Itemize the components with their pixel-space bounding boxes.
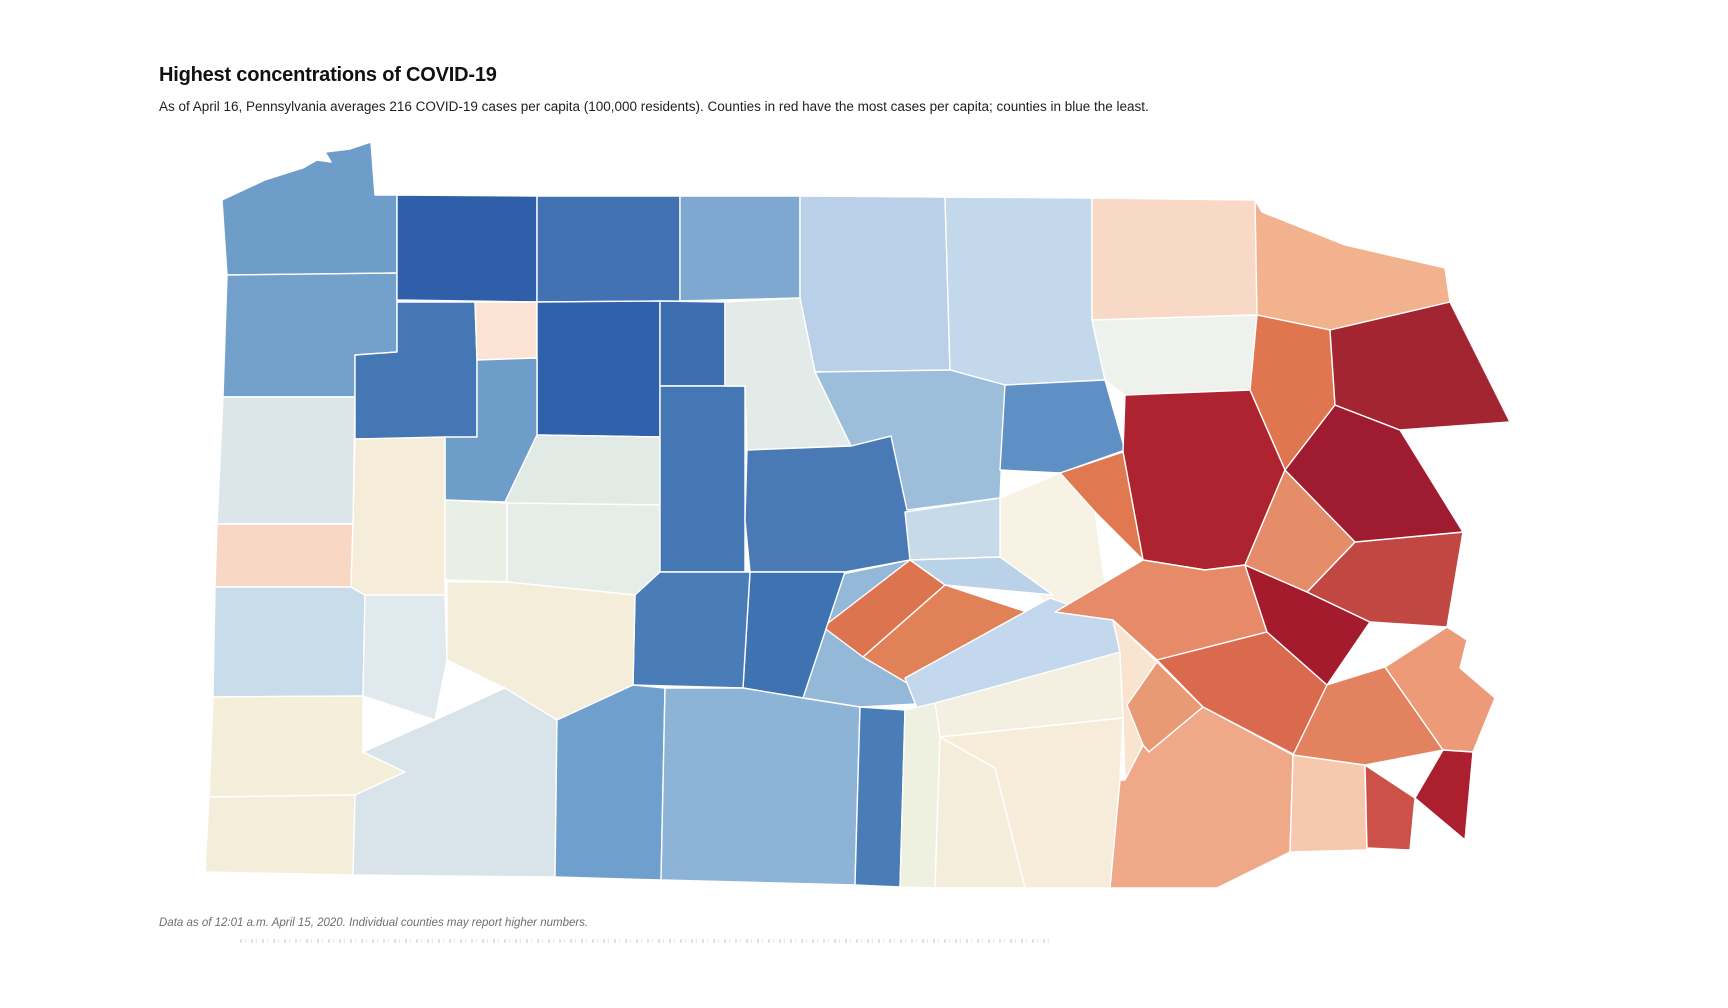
county-mercer[interactable] xyxy=(216,396,356,525)
county-forest[interactable] xyxy=(474,301,538,361)
pennsylvania-choropleth-map xyxy=(205,140,1515,890)
county-polygons xyxy=(205,141,1511,889)
county-greene[interactable] xyxy=(205,794,356,876)
county-armstrong[interactable] xyxy=(444,499,508,583)
county-lawrence[interactable] xyxy=(214,523,354,588)
county-mckean[interactable] xyxy=(536,195,681,303)
county-montgomery[interactable] xyxy=(1292,666,1444,766)
county-bedford[interactable] xyxy=(660,687,861,886)
county-fayette[interactable] xyxy=(352,687,558,878)
pa-county-map-svg xyxy=(205,141,1511,889)
county-susquehanna[interactable] xyxy=(1091,197,1263,321)
county-beaver[interactable] xyxy=(212,586,366,698)
county-erie[interactable] xyxy=(221,141,398,276)
county-wyoming[interactable] xyxy=(1091,314,1258,396)
county-delaware[interactable] xyxy=(1364,764,1416,851)
county-potter[interactable] xyxy=(679,195,801,302)
county-centre[interactable] xyxy=(744,435,918,573)
data-footnote: Data as of 12:01 a.m. April 15, 2020. In… xyxy=(159,917,589,929)
county-monroe[interactable] xyxy=(1284,404,1464,543)
page-title: Highest concentrations of COVID-19 xyxy=(159,64,497,86)
county-allegheny[interactable] xyxy=(362,594,448,721)
county-philadelphia[interactable] xyxy=(1414,749,1474,841)
county-indiana[interactable] xyxy=(506,502,661,596)
county-fulton[interactable] xyxy=(854,706,906,888)
county-tioga[interactable] xyxy=(799,195,951,373)
county-chester[interactable] xyxy=(1289,754,1368,853)
county-bradford[interactable] xyxy=(944,196,1106,386)
county-pike[interactable] xyxy=(1329,301,1511,431)
county-cameron[interactable] xyxy=(659,300,726,387)
county-butler[interactable] xyxy=(350,436,446,596)
clipped-text-remnant xyxy=(240,939,1050,943)
county-somerset[interactable] xyxy=(554,684,666,881)
county-clearfield[interactable] xyxy=(659,385,746,573)
county-cambria[interactable] xyxy=(632,571,751,689)
county-elk[interactable] xyxy=(536,300,661,438)
page-subtitle: As of April 16, Pennsylvania averages 21… xyxy=(159,99,1149,114)
county-lycoming[interactable] xyxy=(814,369,1006,511)
graphic-header: Highest concentrations of COVID-19 As of… xyxy=(159,64,1359,114)
county-franklin[interactable] xyxy=(899,702,941,889)
county-warren[interactable] xyxy=(396,194,538,303)
